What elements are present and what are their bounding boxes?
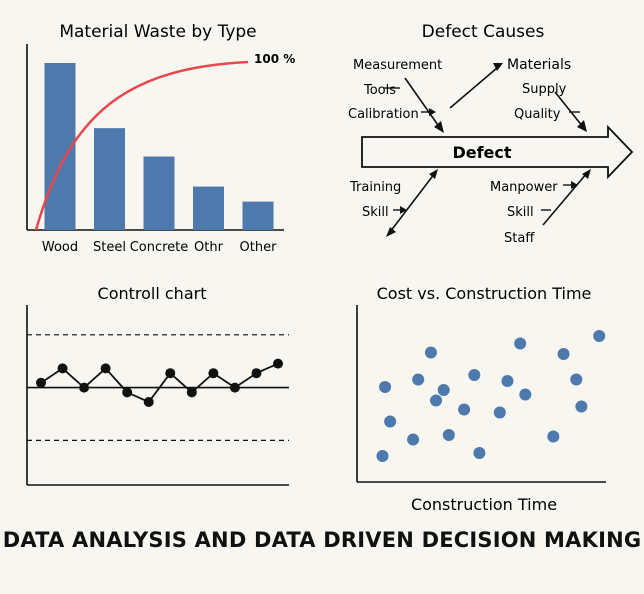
data-point	[57, 363, 68, 374]
arrow-head	[577, 120, 587, 132]
cause-label: Materials	[507, 57, 571, 73]
data-point	[379, 381, 392, 393]
cumulative-line	[34, 60, 249, 231]
data-point	[514, 337, 527, 350]
fishbone-diagram: Defect Causes Defect Measurement Tools C…	[348, 22, 634, 246]
arrow-head	[493, 63, 503, 71]
bar	[94, 128, 125, 230]
cause-label: Manpower	[490, 180, 558, 195]
arrow-head	[400, 206, 407, 214]
footer-title: DATA ANALYSIS AND DATA DRIVEN DECISION M…	[2, 528, 642, 552]
data-point	[557, 348, 570, 360]
data-point	[251, 368, 262, 379]
data-point	[186, 387, 197, 398]
data-point	[468, 369, 481, 381]
control-chart: Controll chart	[26, 284, 289, 486]
arrow-head	[386, 227, 396, 237]
series-line	[40, 362, 279, 404]
data-point	[473, 447, 486, 459]
data-point	[458, 403, 471, 416]
branch-bone	[404, 77, 441, 129]
cause-label: Tools	[363, 83, 396, 98]
cause-label: Measurement	[353, 58, 442, 73]
chart-title: Material Waste by Type	[59, 22, 256, 42]
pareto-chart: Material Waste by Type 100 % Wood Steel Co…	[26, 22, 295, 255]
data-point	[165, 368, 176, 379]
data-point	[407, 433, 420, 446]
chart-title: Controll chart	[98, 284, 207, 303]
cause-label: Training	[349, 180, 401, 195]
chart-title: Defect Causes	[422, 22, 545, 42]
bar	[193, 186, 224, 230]
x-tick-label: Wood	[42, 240, 78, 255]
x-tick-label: Concrete	[130, 240, 189, 255]
branch-bone	[554, 91, 584, 128]
arrow-head	[582, 169, 591, 179]
scatter-chart: Cost vs. Construction Time Construction …	[356, 284, 606, 514]
data-point	[79, 382, 90, 393]
x-axis-label: Construction Time	[411, 495, 557, 514]
data-point	[143, 397, 154, 407]
data-point	[501, 375, 514, 387]
cause-label: Skill	[507, 205, 534, 220]
arrow-head	[434, 121, 444, 133]
data-point	[273, 358, 283, 369]
data-point	[593, 330, 606, 342]
branch-bone	[449, 67, 498, 109]
data-point	[519, 388, 532, 401]
data-point	[208, 368, 219, 379]
branch-bone	[389, 172, 436, 233]
cause-label: Skill	[362, 205, 389, 220]
arrow-head	[571, 181, 578, 189]
cumulative-label: 100 %	[254, 52, 295, 66]
data-point	[376, 450, 389, 462]
x-tick-label: Othr	[194, 240, 224, 255]
data-point	[384, 415, 397, 428]
data-point	[575, 400, 588, 413]
spine-arrow	[361, 124, 634, 180]
arrow-head	[429, 108, 436, 116]
cause-label: Staff	[504, 231, 535, 246]
data-point	[430, 394, 443, 407]
cause-label: Supply	[522, 82, 567, 97]
bar	[242, 201, 274, 230]
data-point	[412, 373, 425, 386]
data-point	[36, 377, 46, 388]
data-point	[424, 346, 437, 359]
bar	[143, 156, 175, 230]
x-tick-label: Steel	[93, 240, 126, 255]
x-tick-label: Other	[240, 240, 278, 255]
data-point	[100, 363, 111, 374]
data-point	[442, 429, 455, 441]
chart-title: Cost vs. Construction Time	[377, 284, 592, 303]
arrow-head	[429, 169, 438, 179]
branch-bone	[542, 172, 588, 226]
data-point	[547, 430, 560, 443]
cause-label: Calibration	[348, 107, 419, 122]
data-point	[493, 406, 506, 419]
data-point	[437, 384, 450, 396]
data-point	[570, 373, 583, 386]
data-point	[229, 382, 240, 393]
defect-label: Defect	[452, 143, 511, 162]
cause-label: Quality	[514, 107, 561, 122]
data-point	[122, 387, 133, 398]
